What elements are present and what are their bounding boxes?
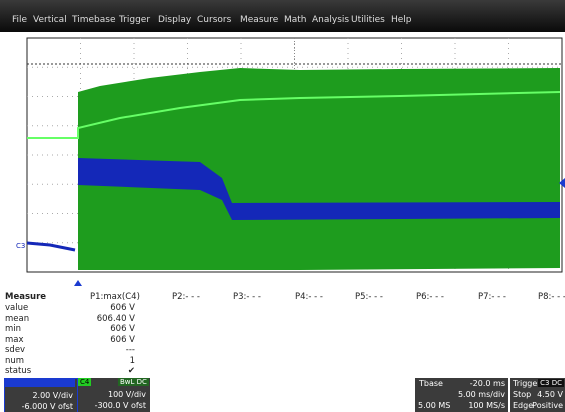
- menu-item[interactable]: Cursors: [197, 15, 232, 25]
- channel-box: 2.00 V/div -6.000 V ofst: [4, 378, 78, 412]
- row-value: 606.40 V: [96, 313, 135, 324]
- menu-item[interactable]: Timebase: [72, 15, 116, 25]
- measure-title: Measure: [5, 292, 47, 302]
- row-value: ---: [125, 345, 135, 355]
- menu-item[interactable]: Vertical: [33, 15, 67, 25]
- c3-band: [78, 158, 560, 220]
- trigger-title: Trigger: [513, 379, 541, 388]
- channel-name: C4: [78, 378, 92, 386]
- trigger-slope: Positive: [532, 401, 563, 410]
- param-header[interactable]: P6:- - -: [416, 292, 445, 302]
- timebase-title: Tbase: [419, 379, 443, 388]
- trace-label: C3: [16, 242, 25, 250]
- row-label: num: [5, 355, 25, 366]
- menu-item[interactable]: Math: [284, 15, 307, 25]
- waveform-display: C3: [16, 37, 565, 286]
- param-header[interactable]: P3:- - -: [233, 292, 262, 302]
- coupling: BwL DC: [118, 378, 149, 386]
- trigger-marker: [74, 280, 82, 286]
- param-header[interactable]: P8:- - -: [538, 292, 565, 302]
- param-header[interactable]: P2:- - -: [172, 292, 201, 302]
- trigger-level: 4.50 V: [537, 390, 563, 399]
- c3-trace: [26, 241, 76, 252]
- menu-item[interactable]: Help: [391, 15, 412, 25]
- menu-item[interactable]: File: [12, 15, 28, 25]
- row-label: status: [5, 366, 32, 376]
- row-value: 1: [129, 355, 135, 366]
- vdiv: 100 V/div: [107, 390, 146, 399]
- delay: -20.0 ms: [469, 379, 505, 388]
- channel-box: C4 BwL DC 100 V/div -300.0 V ofst: [78, 378, 150, 412]
- row-value: 606 V: [110, 303, 135, 313]
- offset: -6.000 V ofst: [21, 402, 73, 411]
- menu-item[interactable]: Utilities: [351, 15, 385, 25]
- param-header[interactable]: P7:- - -: [478, 292, 507, 302]
- menu-bar: File Vertical Timebase Trigger Display Cursor…: [0, 0, 565, 32]
- green-trace: [27, 91, 561, 139]
- offset: -300.0 V ofst: [94, 401, 146, 410]
- param-header[interactable]: P1:max(C4): [90, 292, 140, 302]
- row-value: ✔: [127, 366, 135, 376]
- c4-envelope: [78, 68, 560, 270]
- menu-item[interactable]: Trigger: [119, 15, 151, 25]
- menu-item[interactable]: Analysis: [312, 15, 350, 25]
- channel-tag: [5, 379, 75, 387]
- row-label: max: [5, 334, 24, 345]
- trigger-box: Trigger C3 DC Stop 4.50 V Edge Positive: [510, 378, 565, 412]
- time-per-div: 5.00 ms/div: [457, 390, 505, 399]
- row-label: min: [5, 324, 22, 334]
- row-label: value: [5, 303, 29, 313]
- trigger-source: C3 DC: [538, 379, 564, 387]
- row-value: 606 V: [110, 324, 135, 334]
- points: 5.00 MS: [418, 401, 451, 410]
- timebase-box: Tbase -20.0 ms 5.00 ms/div 5.00 MS 100 M…: [415, 378, 508, 412]
- menu-item[interactable]: Display: [158, 15, 192, 25]
- param-header[interactable]: P4:- - -: [295, 292, 324, 302]
- sample-rate: 100 MS/s: [468, 401, 505, 410]
- trigger-mode: Stop: [513, 390, 532, 399]
- row-label: mean: [5, 313, 30, 324]
- trigger-type: Edge: [513, 401, 534, 410]
- row-value: 606 V: [110, 334, 135, 345]
- vdiv: 2.00 V/div: [32, 391, 73, 400]
- menu-item[interactable]: Measure: [240, 15, 279, 25]
- level-marker: [559, 178, 565, 188]
- param-header[interactable]: P5:- - -: [355, 292, 384, 302]
- row-label: sdev: [5, 345, 26, 355]
